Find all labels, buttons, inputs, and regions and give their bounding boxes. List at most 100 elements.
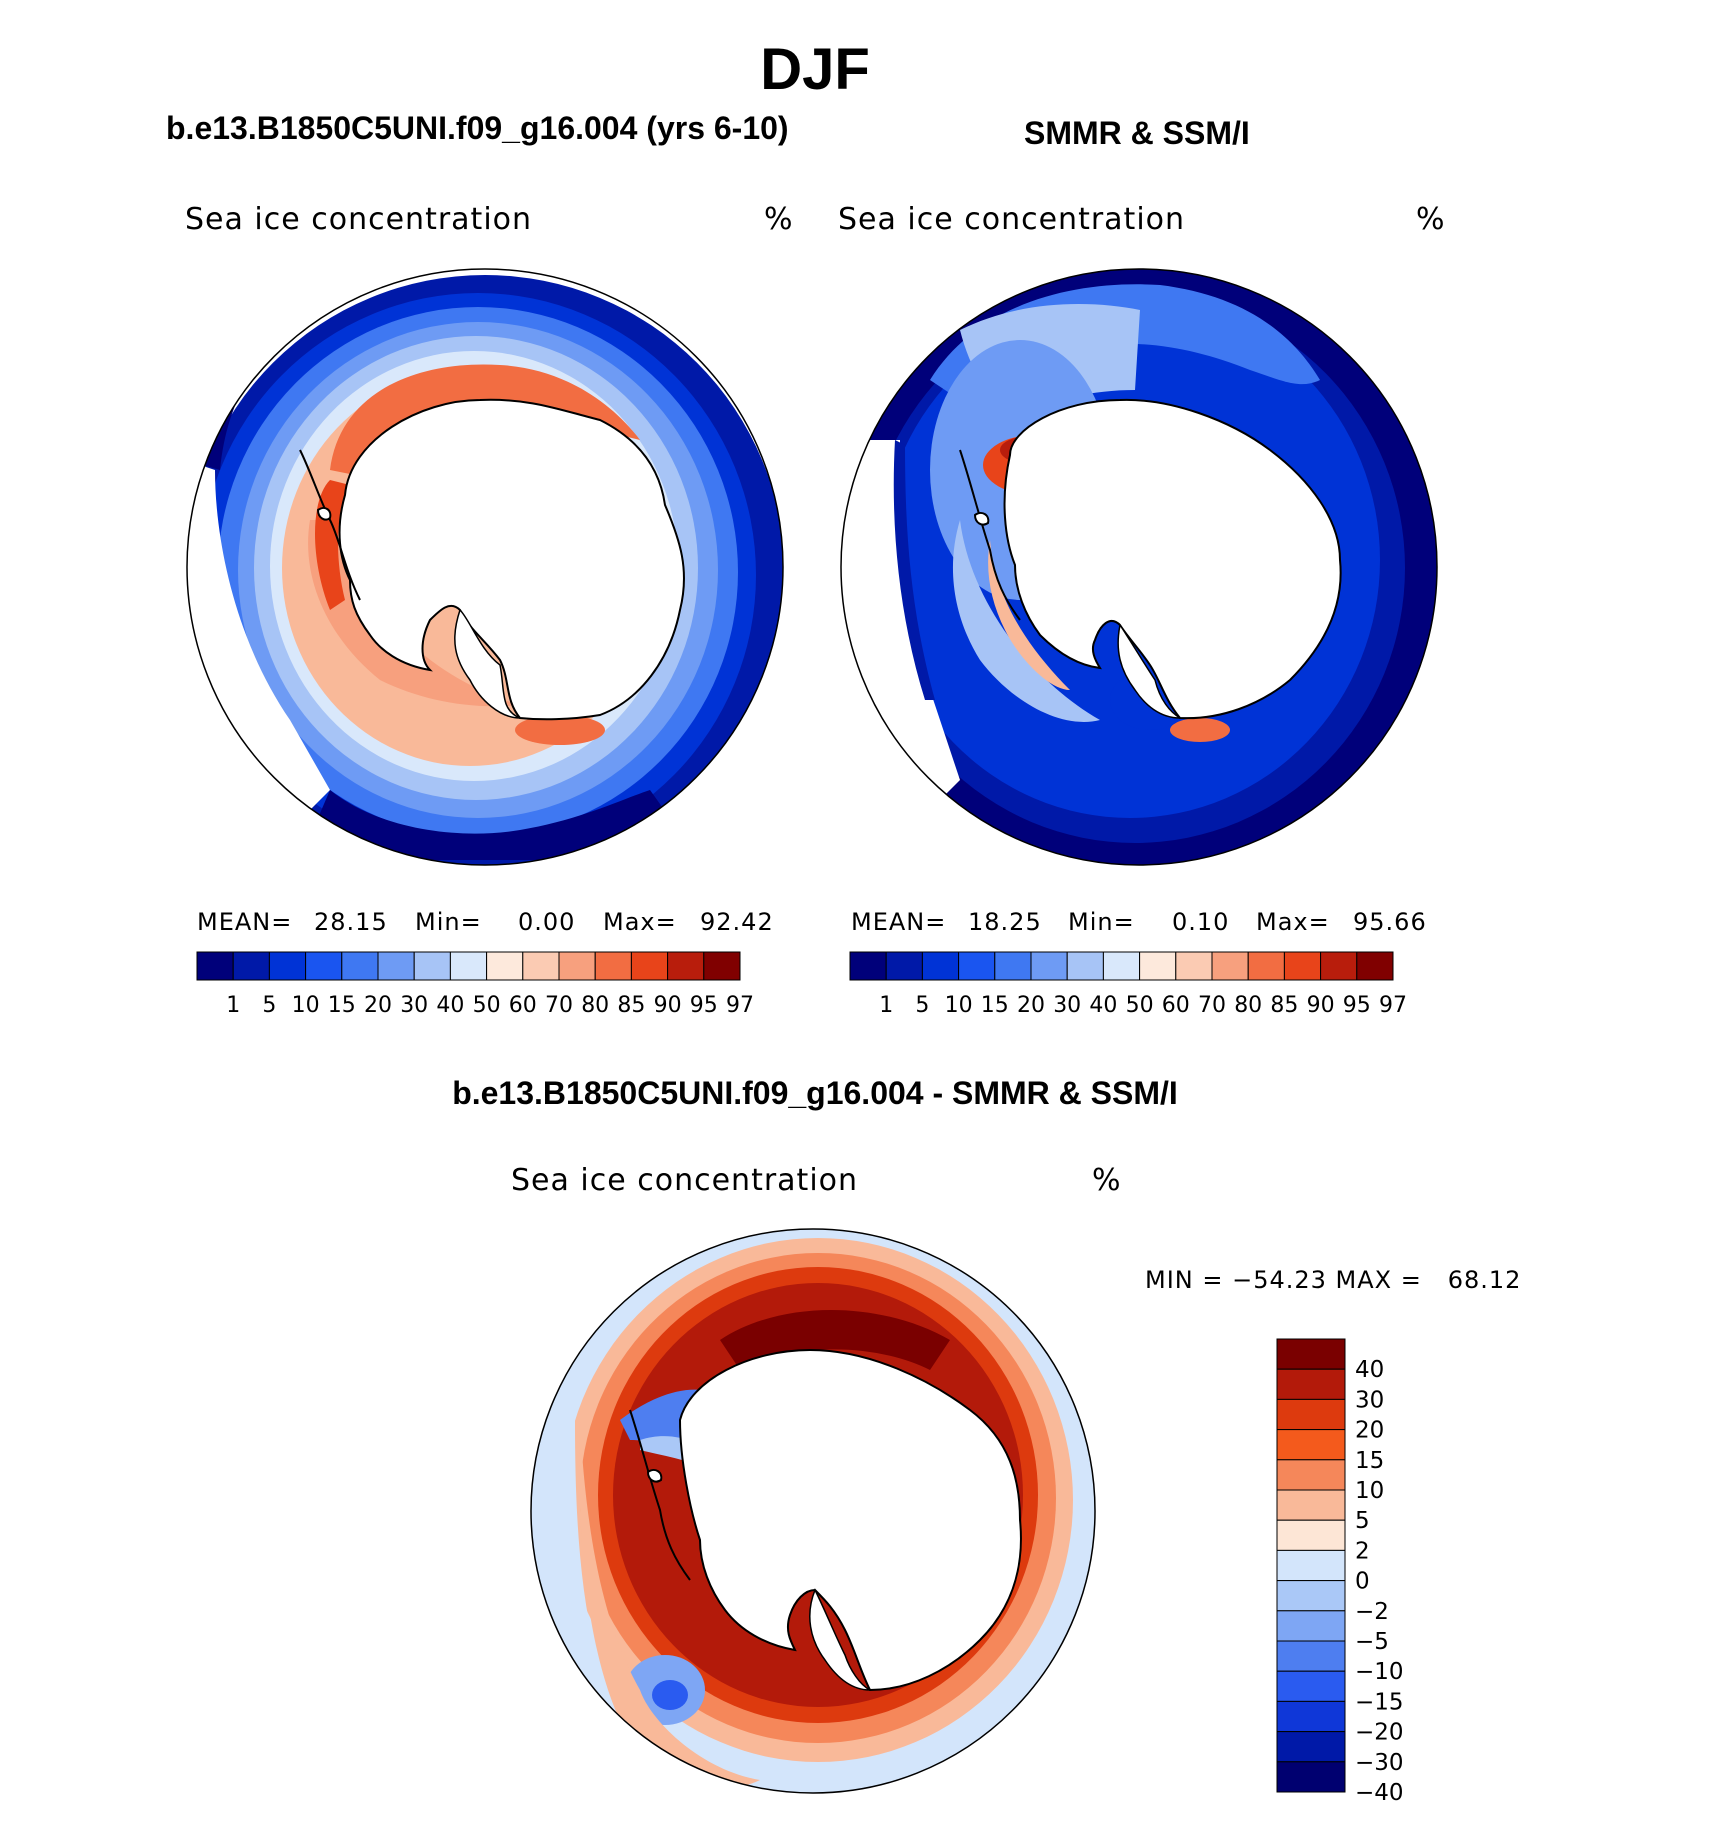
model-cbar-tick-5: 30 bbox=[400, 993, 428, 1018]
diff-cbar-tick-1: 30 bbox=[1355, 1387, 1384, 1413]
diff-cbar-tick-7: 0 bbox=[1355, 1569, 1370, 1595]
diff-cbar-swatch-8 bbox=[1276, 1580, 1346, 1612]
obs-cbar-swatch-4 bbox=[994, 951, 1032, 981]
obs-cbar-swatch-5 bbox=[1030, 951, 1068, 981]
season-title: DJF bbox=[760, 37, 870, 102]
obs-mean-value: 18.25 bbox=[968, 908, 1042, 936]
obs-max-value: 95.66 bbox=[1353, 908, 1427, 936]
diff-cbar-swatch-4 bbox=[1276, 1459, 1346, 1491]
diff-cbar-tick-10: −10 bbox=[1355, 1659, 1404, 1685]
obs-cbar-tick-3: 15 bbox=[981, 993, 1009, 1018]
model-cbar-swatch-6 bbox=[413, 951, 451, 981]
diff-plot-title: Sea ice concentration bbox=[511, 1163, 859, 1198]
model-cbar-swatch-13 bbox=[667, 951, 705, 981]
diff-unit: % bbox=[1092, 1163, 1122, 1198]
diff-cbar-tick-2: 20 bbox=[1355, 1418, 1384, 1444]
model-cbar-tick-0: 1 bbox=[226, 993, 240, 1018]
obs-cbar-swatch-2 bbox=[921, 951, 960, 981]
obs-cbar-tick-2: 10 bbox=[945, 993, 973, 1018]
obs-colorbar: 1 5 10 15 20 30 40 50 60 70 80 85 90 95 97 bbox=[849, 951, 1407, 1018]
obs-plot-title: Sea ice concentration bbox=[838, 202, 1186, 237]
obs-cbar-swatch-13 bbox=[1320, 951, 1358, 981]
obs-cbar-tick-10: 80 bbox=[1234, 993, 1262, 1018]
obs-cbar-swatch-11 bbox=[1247, 951, 1285, 981]
model-cbar-tick-9: 70 bbox=[545, 993, 573, 1018]
diff-cbar-swatch-9 bbox=[1276, 1610, 1346, 1642]
diff-cbar-tick-8: −2 bbox=[1355, 1599, 1389, 1625]
obs-mean-label: MEAN= bbox=[851, 908, 947, 936]
diff-cbar-tick-13: −30 bbox=[1355, 1750, 1404, 1776]
model-unit: % bbox=[764, 202, 794, 237]
model-cbar-tick-1: 5 bbox=[262, 993, 276, 1018]
obs-cbar-tick-11: 85 bbox=[1270, 993, 1298, 1018]
obs-cbar-swatch-3 bbox=[958, 951, 996, 981]
obs-cbar-tick-4: 20 bbox=[1017, 993, 1045, 1018]
diff-cbar-swatch-2 bbox=[1276, 1398, 1346, 1431]
model-cbar-swatch-8 bbox=[486, 951, 524, 981]
model-cbar-tick-8: 60 bbox=[509, 993, 537, 1018]
model-cbar-swatch-7 bbox=[449, 951, 488, 981]
model-max-label: Max= bbox=[603, 908, 677, 936]
obs-ice-field bbox=[841, 269, 1437, 865]
model-cbar-swatch-5 bbox=[377, 951, 415, 981]
obs-cbar-swatch-7 bbox=[1102, 951, 1141, 981]
obs-map bbox=[840, 268, 1438, 866]
diff-cbar-swatch-0 bbox=[1276, 1338, 1346, 1370]
diff-cbar-swatch-12 bbox=[1276, 1700, 1346, 1733]
model-cbar-tick-4: 20 bbox=[364, 993, 392, 1018]
obs-cbar-tick-7: 50 bbox=[1126, 993, 1154, 1018]
model-cbar-tick-6: 40 bbox=[436, 993, 464, 1018]
diff-cbar-tick-5: 5 bbox=[1355, 1508, 1370, 1534]
diff-cbar-swatch-1 bbox=[1276, 1368, 1346, 1400]
model-cbar-tick-3: 15 bbox=[328, 993, 356, 1018]
diff-cbar-tick-0: 40 bbox=[1355, 1357, 1384, 1383]
diff-cbar-tick-3: 15 bbox=[1355, 1448, 1384, 1474]
diff-case-title: b.e13.B1850C5UNI.f09_g16.004 - SMMR & SS… bbox=[452, 1075, 1178, 1111]
diff-cbar-swatch-14 bbox=[1276, 1761, 1346, 1793]
obs-cbar-tick-13: 95 bbox=[1343, 993, 1371, 1018]
obs-cbar-swatch-9 bbox=[1175, 951, 1213, 981]
obs-cbar-swatch-12 bbox=[1283, 951, 1322, 981]
diff-cbar-swatch-6 bbox=[1276, 1519, 1346, 1551]
obs-cbar-swatch-0 bbox=[849, 951, 887, 981]
obs-min-value: 0.10 bbox=[1172, 908, 1230, 936]
diff-cbar-swatch-10 bbox=[1276, 1640, 1346, 1672]
obs-cbar-swatch-1 bbox=[885, 951, 923, 981]
diff-map bbox=[530, 1228, 1096, 1794]
obs-min-label: Min= bbox=[1068, 908, 1135, 936]
obs-case-title: SMMR & SSM/I bbox=[1024, 115, 1250, 151]
diff-cbar-swatch-7 bbox=[1276, 1549, 1346, 1582]
diff-cbar-swatch-13 bbox=[1276, 1731, 1346, 1763]
diff-cbar-tick-14: −40 bbox=[1355, 1780, 1404, 1806]
model-cbar-tick-12: 90 bbox=[654, 993, 682, 1018]
model-cbar-swatch-0 bbox=[196, 951, 234, 981]
model-colorbar: 1 5 10 15 20 30 40 50 60 70 80 85 90 95 97 bbox=[196, 951, 754, 1018]
obs-cbar-tick-0: 1 bbox=[879, 993, 893, 1018]
model-mean-label: MEAN= bbox=[197, 908, 293, 936]
model-plot-title: Sea ice concentration bbox=[185, 202, 533, 237]
diff-cbar-tick-6: 2 bbox=[1355, 1538, 1370, 1564]
obs-cbar-swatch-8 bbox=[1139, 951, 1177, 981]
model-cbar-swatch-10 bbox=[558, 951, 596, 981]
model-cbar-swatch-1 bbox=[232, 951, 270, 981]
model-cbar-swatch-12 bbox=[630, 951, 669, 981]
model-map bbox=[186, 268, 784, 866]
obs-cbar-swatch-10 bbox=[1211, 951, 1249, 981]
obs-cbar-swatch-6 bbox=[1066, 951, 1104, 981]
model-case-title: b.e13.B1850C5UNI.f09_g16.004 (yrs 6-10) bbox=[166, 110, 789, 146]
model-mean-value: 28.15 bbox=[314, 908, 388, 936]
obs-cbar-tick-9: 70 bbox=[1198, 993, 1226, 1018]
obs-cbar-tick-8: 60 bbox=[1162, 993, 1190, 1018]
model-cbar-swatch-3 bbox=[305, 951, 343, 981]
model-cbar-tick-10: 80 bbox=[581, 993, 609, 1018]
model-cbar-swatch-11 bbox=[594, 951, 632, 981]
model-cbar-swatch-2 bbox=[268, 951, 307, 981]
model-cbar-tick-11: 85 bbox=[617, 993, 645, 1018]
model-cbar-tick-7: 50 bbox=[473, 993, 501, 1018]
obs-cbar-tick-14: 97 bbox=[1379, 993, 1407, 1018]
obs-cbar-tick-1: 5 bbox=[915, 993, 929, 1018]
obs-unit: % bbox=[1416, 202, 1446, 237]
diff-cbar-tick-12: −20 bbox=[1355, 1720, 1404, 1746]
obs-cbar-swatch-14 bbox=[1356, 951, 1394, 981]
